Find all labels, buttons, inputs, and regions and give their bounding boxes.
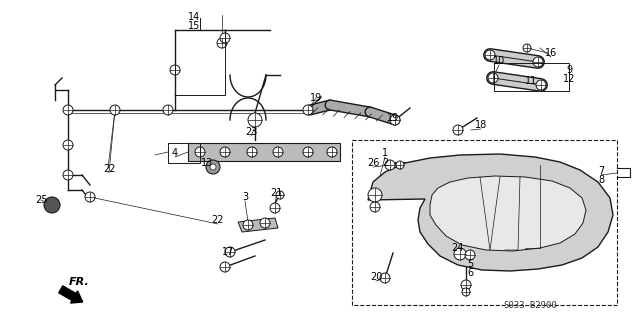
Text: 15: 15 (188, 21, 200, 31)
Circle shape (110, 105, 120, 115)
Circle shape (380, 273, 390, 283)
Text: 3: 3 (242, 192, 248, 202)
Circle shape (273, 147, 283, 157)
Text: 21: 21 (270, 188, 282, 198)
Circle shape (536, 80, 546, 90)
Bar (494, 63, 569, 91)
Text: FR.: FR. (69, 277, 90, 287)
Circle shape (63, 140, 73, 150)
Circle shape (63, 170, 73, 180)
Circle shape (170, 65, 180, 75)
Circle shape (454, 248, 466, 260)
Circle shape (220, 33, 230, 43)
Circle shape (462, 288, 470, 296)
Text: 13: 13 (201, 158, 213, 168)
Text: 16: 16 (545, 48, 557, 58)
Circle shape (85, 192, 95, 202)
Circle shape (396, 161, 404, 169)
Text: 19: 19 (310, 93, 322, 103)
Text: 10: 10 (493, 56, 505, 66)
Circle shape (390, 115, 400, 125)
Circle shape (533, 57, 543, 67)
Circle shape (270, 203, 280, 213)
Circle shape (163, 105, 173, 115)
Text: 22: 22 (103, 164, 115, 174)
Circle shape (44, 197, 60, 213)
Text: 1: 1 (382, 148, 388, 158)
Circle shape (523, 44, 531, 52)
Polygon shape (238, 218, 278, 232)
Text: 26: 26 (367, 158, 379, 168)
Circle shape (220, 262, 230, 272)
Circle shape (210, 164, 216, 170)
Circle shape (276, 191, 284, 199)
Text: 12: 12 (563, 74, 575, 84)
Text: 20: 20 (370, 272, 382, 282)
Text: 4: 4 (172, 148, 178, 158)
Bar (175, 30, 225, 95)
Circle shape (385, 160, 395, 170)
Circle shape (488, 73, 498, 83)
Text: 8: 8 (598, 175, 604, 185)
Circle shape (327, 147, 337, 157)
Circle shape (485, 50, 495, 60)
Bar (188, 143, 340, 161)
Circle shape (247, 147, 257, 157)
Polygon shape (368, 154, 613, 271)
Text: S033-B2900: S033-B2900 (503, 301, 557, 310)
Text: 22: 22 (212, 215, 224, 225)
Circle shape (195, 147, 205, 157)
Bar (352, 140, 617, 305)
Text: 18: 18 (475, 120, 487, 130)
Circle shape (461, 280, 471, 290)
Text: 5: 5 (467, 259, 473, 269)
Circle shape (225, 247, 235, 257)
Circle shape (303, 147, 313, 157)
Circle shape (206, 160, 220, 174)
Circle shape (368, 188, 382, 202)
Circle shape (453, 125, 463, 135)
Text: 25: 25 (35, 195, 47, 205)
Circle shape (63, 105, 73, 115)
Text: 2: 2 (382, 158, 388, 168)
Text: 9: 9 (566, 65, 572, 75)
Circle shape (243, 220, 253, 230)
Circle shape (248, 113, 262, 127)
Text: 19: 19 (387, 113, 399, 123)
Text: 14: 14 (188, 12, 200, 22)
Circle shape (220, 147, 230, 157)
FancyArrow shape (59, 286, 83, 303)
Circle shape (370, 202, 380, 212)
Polygon shape (430, 176, 586, 251)
Text: 23: 23 (245, 127, 257, 137)
Circle shape (465, 250, 475, 260)
Circle shape (303, 105, 313, 115)
Text: 6: 6 (467, 268, 473, 278)
Text: 17: 17 (222, 247, 234, 257)
Circle shape (260, 218, 270, 228)
Text: 24: 24 (451, 243, 463, 253)
Circle shape (217, 38, 227, 48)
Text: 11: 11 (525, 76, 537, 86)
Text: 7: 7 (598, 166, 604, 176)
Bar (168, 143, 200, 163)
